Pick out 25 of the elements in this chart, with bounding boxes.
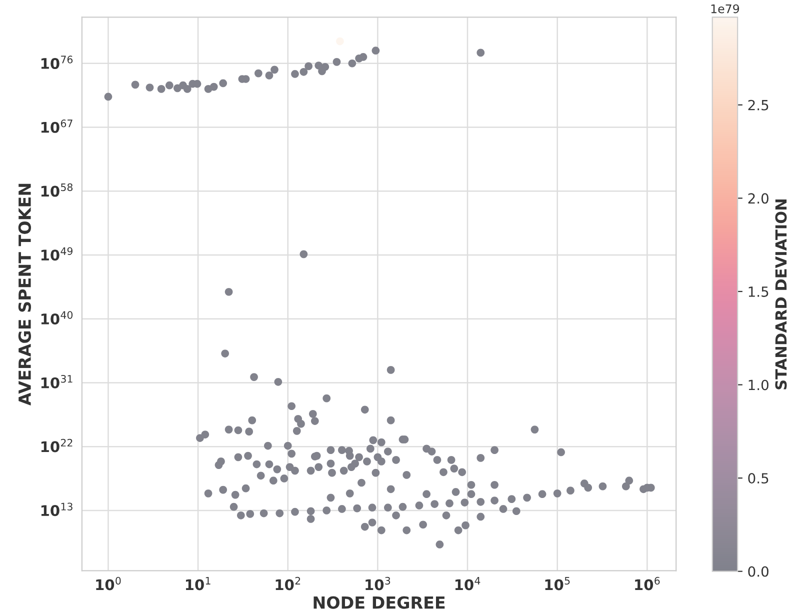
y-tick-label: 10$^{49}$ (41, 247, 72, 261)
color-bar-label: 1.0 (748, 380, 768, 390)
color-bar-label: 2.5 (748, 100, 768, 110)
x-axis-title: NODE DEGREE (314, 596, 445, 609)
y-tick-label: 10$^{40}$ (41, 311, 73, 324)
color-bar-label: 0.5 (748, 473, 768, 484)
y-tick-label: 10$^{76}$ (41, 56, 73, 70)
color-bar-label: 2.0 (748, 193, 768, 204)
x-tick-label: 10$^{2}$ (276, 576, 300, 590)
y-tick-label: 10$^{31}$ (41, 374, 72, 388)
x-tick-label: 10$^{0}$ (96, 576, 121, 590)
y-tick-label: 10$^{13}$ (41, 502, 72, 516)
color-bar-label: 0.0 (748, 566, 768, 577)
x-tick-label: 10$^{5}$ (545, 577, 570, 590)
x-tick-label: 10$^{1}$ (186, 577, 210, 590)
y-tick-label: 10$^{58}$ (41, 183, 73, 197)
y-axis-title: AVERAGE SPENT TOKEN (18, 184, 31, 406)
y-tick-label: 10$^{67}$ (41, 120, 72, 133)
y-tick-label: 10$^{22}$ (41, 438, 72, 452)
color-bar-title: STANDARD DEVIATION (775, 200, 787, 390)
x-tick-label: 10$^{6}$ (635, 576, 660, 590)
x-tick-label: 10$^{3}$ (366, 576, 390, 590)
x-tick-label: 10$^{4}$ (455, 577, 480, 590)
text: 1e79 (711, 4, 740, 14)
color-bar-label: 1.5 (748, 286, 768, 297)
